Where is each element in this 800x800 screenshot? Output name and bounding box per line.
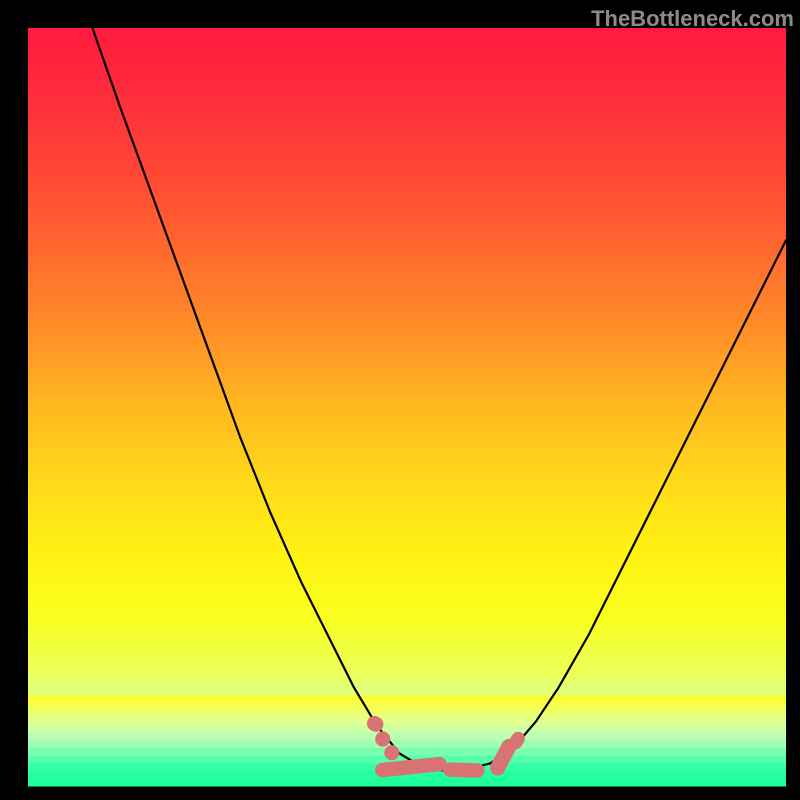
bottleneck-chart xyxy=(0,0,800,800)
curve-marker xyxy=(443,762,485,778)
chart-container: TheBottleneck.com xyxy=(0,0,800,800)
plot-gradient xyxy=(28,28,786,786)
watermark-text: TheBottleneck.com xyxy=(591,6,794,32)
